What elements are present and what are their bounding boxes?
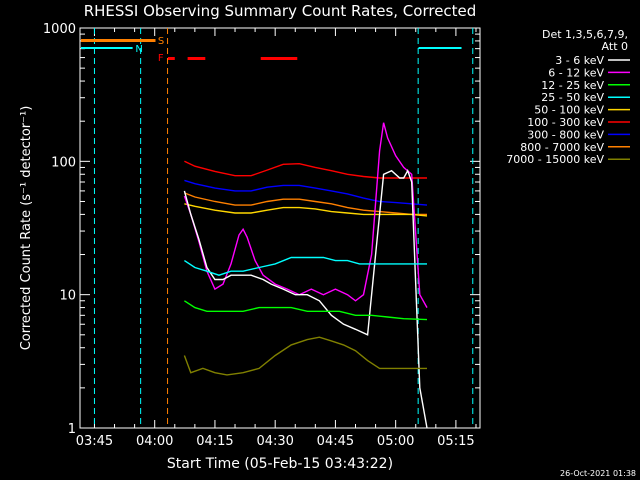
- flag-label-n: N: [135, 44, 142, 55]
- series-line-4: [184, 203, 428, 217]
- y-tick-label: 1: [68, 422, 76, 437]
- legend-entry-label: 100 - 300 keV: [527, 116, 604, 129]
- series-line-5: [183, 122, 428, 308]
- legend-entry-label: 50 - 100 keV: [534, 104, 604, 117]
- legend-entry-label: 12 - 25 keV: [541, 79, 604, 92]
- x-tick-label: 05:00: [377, 434, 414, 449]
- legend-entry-label: 3 - 6 keV: [555, 54, 604, 67]
- series-line-7: [184, 256, 427, 276]
- series-line-9: [183, 336, 427, 376]
- legend-entry-label: 6 - 12 keV: [548, 66, 604, 79]
- flag-bar-s: [81, 39, 156, 42]
- y-tick-label: 1000: [43, 22, 76, 37]
- legend-header: Det 1,3,5,6,7,9,: [542, 28, 628, 41]
- x-tick-label: 03:45: [76, 434, 113, 449]
- flag-bar-f: [187, 57, 206, 60]
- y-tick-label: 10: [59, 289, 76, 304]
- flag-bar-f: [260, 57, 298, 60]
- legend-entry-label: 300 - 800 keV: [527, 128, 604, 141]
- flag-bar-n: [418, 47, 462, 49]
- legend-entry-label: 7000 - 15000 keV: [506, 153, 604, 166]
- series-line-8: [184, 300, 428, 321]
- flag-bar-f: [167, 57, 175, 60]
- x-tick-label: 04:45: [317, 434, 354, 449]
- x-tick-label: 04:30: [256, 434, 293, 449]
- legend-header: Att 0: [602, 40, 628, 53]
- flag-label-f: F: [158, 53, 164, 64]
- series-line-1: [184, 160, 427, 179]
- series-line-6: [183, 168, 428, 429]
- x-tick-label: 04:00: [136, 434, 173, 449]
- x-tick-label: 05:15: [437, 434, 474, 449]
- plot-frame: [79, 27, 481, 429]
- legend-entry-label: 25 - 50 keV: [541, 91, 604, 104]
- series-line-2: [184, 179, 428, 206]
- y-axis-label: Corrected Count Rate (s⁻¹ detector⁻¹): [19, 106, 34, 351]
- series-line-3: [184, 192, 427, 216]
- plot-area: 03:45 04:00 04:15 04:30 04:45 05:00 05:15 1 10 10…: [43, 22, 481, 449]
- legend-entry-label: 800 - 7000 keV: [520, 141, 604, 154]
- x-tick-label: 04:15: [196, 434, 233, 449]
- chart-title: RHESSI Observing Summary Count Rates, Co…: [84, 2, 477, 20]
- y-tick-label: 100: [51, 155, 76, 170]
- flag-label-s: S: [158, 36, 164, 47]
- timestamp: 26-Oct-2021 01:38: [560, 469, 636, 478]
- flag-bar-n: [81, 47, 133, 49]
- x-axis-label: Start Time (05-Feb-15 03:43:22): [167, 456, 393, 472]
